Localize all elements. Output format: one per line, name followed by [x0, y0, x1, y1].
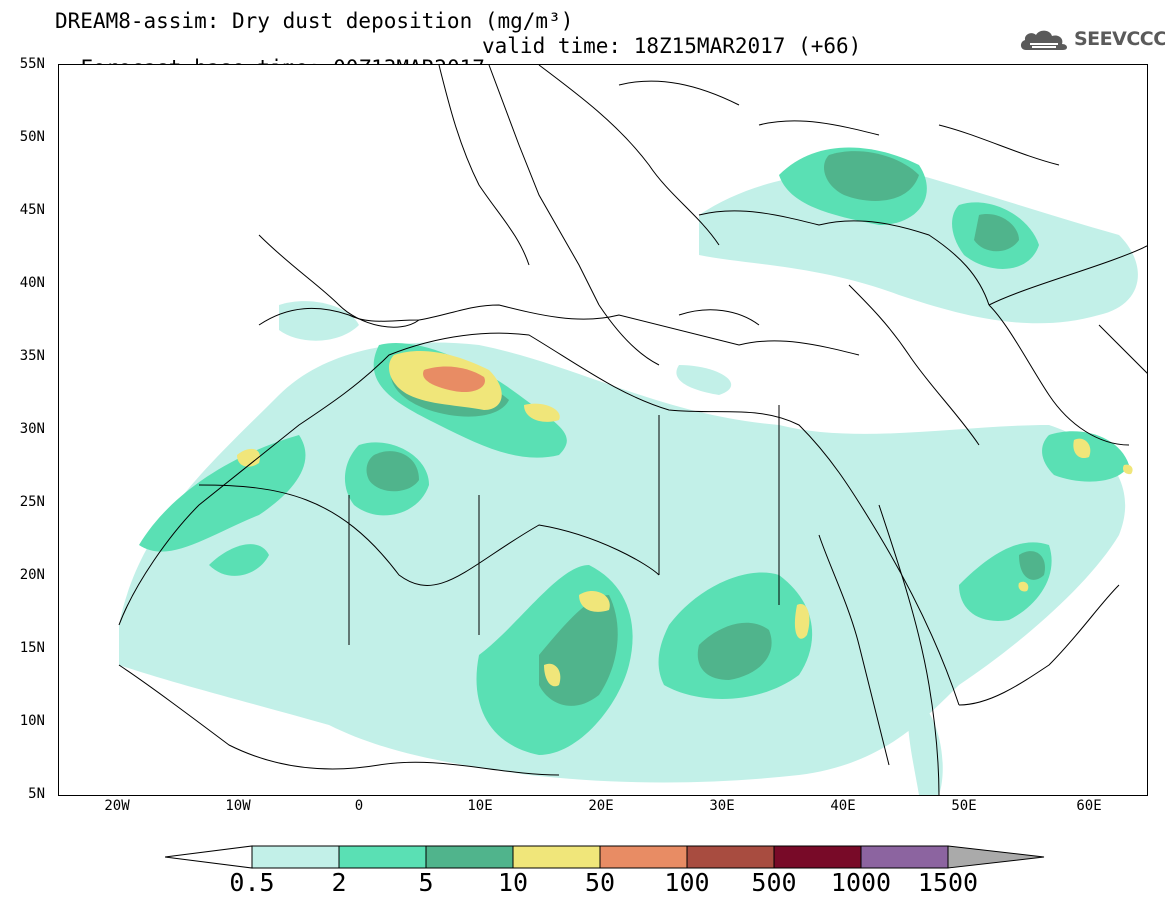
colorbar-low-arrow [165, 845, 253, 869]
lon-label: 20W [104, 798, 130, 814]
lat-label: 50N [19, 129, 45, 145]
colorbar-high-arrow [947, 845, 1045, 869]
lon-label: 30E [709, 798, 735, 814]
colorbar-swatch [425, 845, 514, 869]
logo-text: SEEVCCC [1074, 28, 1165, 50]
colorbar-swatch [338, 845, 427, 869]
lon-label: 10W [225, 798, 251, 814]
lat-label: 5N [28, 786, 45, 802]
colorbar-label: 1500 [917, 868, 979, 897]
lat-label: 40N [19, 275, 45, 291]
dust-deposition-map [58, 64, 1148, 796]
valid-time: valid time: 18Z15MAR2017 (+66) [482, 34, 862, 58]
map-title: DREAM8-assim: Dry dust deposition (mg/m³… [55, 9, 574, 33]
lat-label: 45N [19, 202, 45, 218]
cloud-logo-icon [1020, 30, 1068, 50]
lat-label: 25N [19, 494, 45, 510]
lat-label: 15N [19, 640, 45, 656]
colorbar-swatch [251, 845, 340, 869]
lon-label: 10E [467, 798, 493, 814]
lon-label: 40E [830, 798, 856, 814]
lat-label: 20N [19, 567, 45, 583]
colorbar-swatch [599, 845, 688, 869]
lat-label: 10N [19, 713, 45, 729]
colorbar-label: 100 [664, 868, 710, 897]
lat-label: 30N [19, 421, 45, 437]
colorbar-label: 10 [497, 868, 529, 897]
colorbar-label: 1000 [830, 868, 892, 897]
colorbar-label: 2 [331, 868, 347, 897]
seevccc-logo: SEEVCCC [1018, 26, 1165, 56]
lat-label: 55N [19, 56, 45, 72]
dust-level-50 [423, 366, 485, 393]
colorbar-swatch [860, 845, 949, 869]
lon-label: 20E [588, 798, 614, 814]
colorbar-swatch [686, 845, 775, 869]
lat-label: 35N [19, 348, 45, 364]
colorbar-label: 5 [418, 868, 434, 897]
colorbar-swatch [773, 845, 862, 869]
lon-label: 60E [1076, 798, 1102, 814]
map-canvas [118, 65, 1147, 795]
lon-label: 0 [354, 798, 364, 814]
colorbar [165, 845, 1045, 869]
colorbar-swatch [512, 845, 601, 869]
colorbar-label: 0.5 [229, 868, 275, 897]
colorbar-label: 500 [751, 868, 797, 897]
coastlines [118, 65, 1147, 795]
colorbar-label: 50 [584, 868, 616, 897]
lon-label: 50E [951, 798, 977, 814]
